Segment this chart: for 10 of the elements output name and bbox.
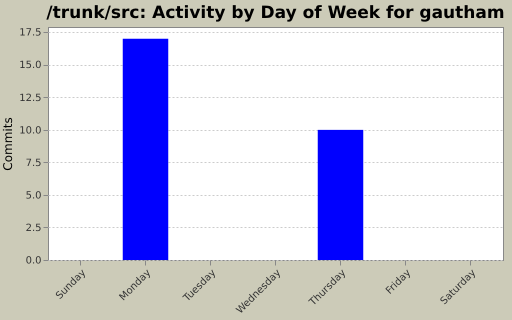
chart-title: /trunk/src: Activity by Day of Week for gautham xyxy=(46,3,505,23)
y-tick-label: 12.5 xyxy=(19,92,42,104)
y-tick-label: 2.5 xyxy=(26,222,42,234)
y-tick-label: 10.0 xyxy=(19,125,42,136)
y-axis-title: Commits xyxy=(1,117,16,171)
y-tick-label: 15.0 xyxy=(19,60,42,72)
y-tick-label: 0.0 xyxy=(26,256,42,266)
y-tick-label: 17.5 xyxy=(19,28,42,39)
y-tick-label: 5.0 xyxy=(26,190,42,202)
y-tick-label: 7.5 xyxy=(26,158,42,169)
